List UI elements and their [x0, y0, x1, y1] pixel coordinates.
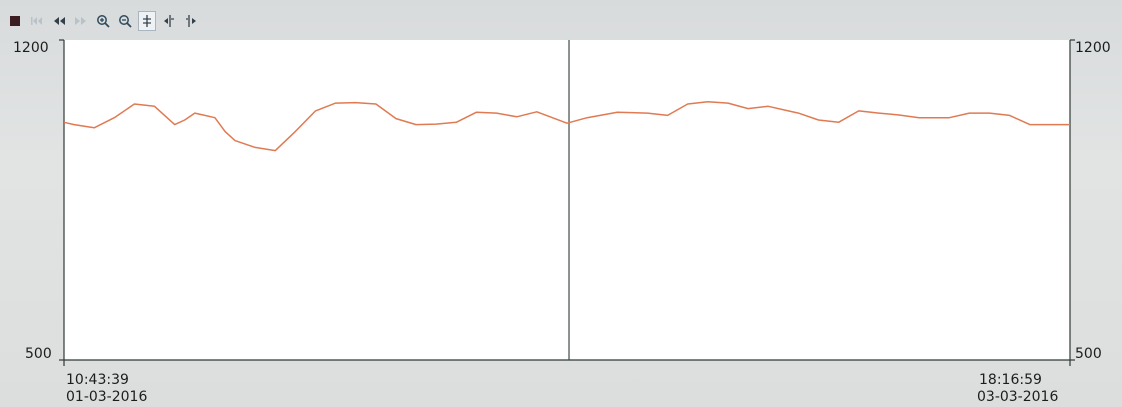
- cursor-left-button[interactable]: [160, 11, 178, 31]
- x-end-date: 03-03-2016: [977, 389, 1059, 405]
- cursor-vertical-icon: [143, 15, 151, 27]
- zoom-in-icon: [97, 15, 110, 28]
- cursor-vertical-button[interactable]: [138, 11, 156, 31]
- cursor-left-icon: [164, 15, 174, 27]
- rewind-icon: [54, 17, 65, 25]
- stop-icon: [10, 16, 20, 26]
- zoom-out-icon: [119, 15, 132, 28]
- cursor-right-icon: [186, 15, 196, 27]
- x-end-time: 18:16:59: [979, 372, 1042, 388]
- x-start-date: 01-03-2016: [66, 389, 148, 405]
- skip-to-start-icon: [31, 17, 42, 25]
- x-start-time: 10:43:39: [66, 372, 129, 388]
- zoom-in-button[interactable]: [94, 11, 112, 31]
- series-line: [63, 100, 1070, 152]
- plot-area[interactable]: [64, 40, 1070, 360]
- fast-forward-icon: [75, 17, 86, 25]
- y-right-tick-max: 1200: [1075, 40, 1111, 56]
- stop-button[interactable]: [6, 11, 24, 31]
- fast-forward-button[interactable]: [72, 11, 90, 31]
- rewind-button[interactable]: [50, 11, 68, 31]
- cursor-right-button[interactable]: [182, 11, 200, 31]
- skip-to-start-button[interactable]: [28, 11, 46, 31]
- y-left-tick-min: 500: [25, 346, 52, 362]
- y-left-tick-max: 1200: [13, 40, 49, 56]
- chart-toolbar: [6, 10, 200, 32]
- y-right-tick-min: 500: [1075, 346, 1102, 362]
- zoom-out-button[interactable]: [116, 11, 134, 31]
